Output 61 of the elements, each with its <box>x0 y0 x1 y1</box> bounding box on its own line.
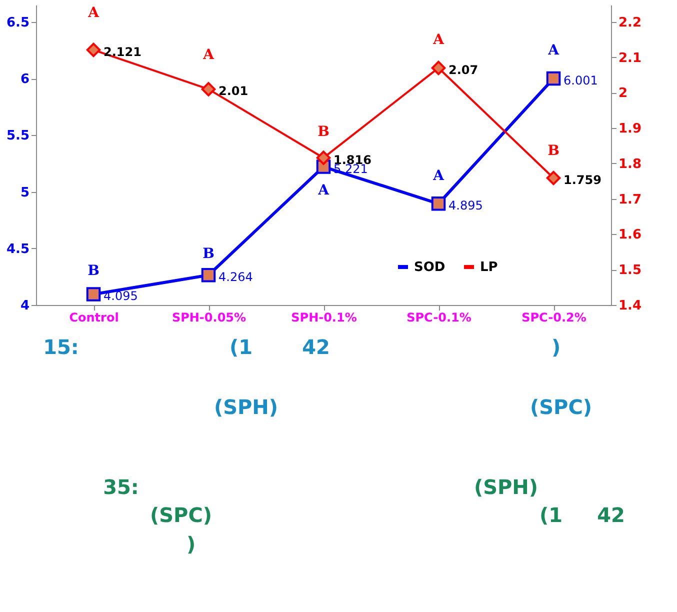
y2-tick-label: 1.8 <box>618 156 642 172</box>
y2-tick-label: 1.6 <box>618 228 642 243</box>
data-label: 1.759 <box>564 172 602 187</box>
y-tick-label: 4 <box>20 298 30 314</box>
x-tick-label: SPH-0.05% <box>172 310 246 324</box>
point <box>316 150 331 165</box>
y2-tick-label: 1.4 <box>618 298 642 314</box>
y-tick-label: 5.5 <box>6 128 30 144</box>
point <box>86 287 101 302</box>
point <box>546 170 561 186</box>
y2-tick-label: 2.1 <box>618 50 642 66</box>
legend-label: SOD <box>414 260 446 275</box>
x-tick-label: SPC-0.2% <box>522 310 586 324</box>
data-label: 4.895 <box>448 198 483 213</box>
x-tick-label: SPH-0.1% <box>291 310 357 324</box>
annotation: A <box>87 4 100 21</box>
text: (SPH) <box>474 475 538 499</box>
y-tick-label: 4.5 <box>6 242 30 257</box>
y2-tick-label: 2 <box>618 86 628 102</box>
point <box>431 60 446 76</box>
annotation: A <box>317 182 330 199</box>
text: 42 <box>597 503 625 527</box>
annotation: B <box>548 143 560 160</box>
text: 35: <box>103 475 139 499</box>
x-tick-label: Control <box>69 310 119 324</box>
data-label: 4.264 <box>218 270 253 284</box>
point <box>201 268 216 282</box>
y2-tick-label: 2.2 <box>618 15 642 30</box>
y-tick-label: 6 <box>20 72 30 88</box>
y-tick-label: 5 <box>20 185 30 200</box>
text: ) <box>186 532 196 556</box>
annotation: B <box>202 246 215 262</box>
text: 42 <box>302 335 330 359</box>
text: (SPC) <box>530 395 592 419</box>
text: (SPC) <box>150 503 212 527</box>
point <box>201 82 216 96</box>
text: ) <box>551 335 561 359</box>
point <box>86 42 101 58</box>
y-tick-label: 6.5 <box>6 15 30 30</box>
y2-tick-label: 1.9 <box>618 122 642 137</box>
text: (1 <box>229 335 253 359</box>
annotation: B <box>88 263 100 280</box>
x-tick-label: SPC-0.1% <box>406 310 472 324</box>
annotation: A <box>547 42 560 58</box>
annotation: A <box>432 168 446 184</box>
data-label: 4.095 <box>104 289 138 304</box>
legend-label: LP <box>480 260 498 275</box>
annotation: B <box>318 124 330 140</box>
data-label: 2.121 <box>104 44 142 59</box>
text: (1 <box>539 503 563 527</box>
annotation: A <box>202 46 216 63</box>
y2-tick-label: 1.5 <box>618 263 642 278</box>
text: 15: <box>43 335 79 359</box>
point <box>546 71 561 86</box>
data-label: 2.01 <box>218 84 248 98</box>
text: (SPH) <box>214 395 278 419</box>
data-label: 6.001 <box>564 73 598 88</box>
y2-tick-label: 1.7 <box>618 192 642 208</box>
data-label: 2.07 <box>448 62 478 77</box>
point <box>431 196 446 211</box>
annotation: A <box>432 32 446 48</box>
